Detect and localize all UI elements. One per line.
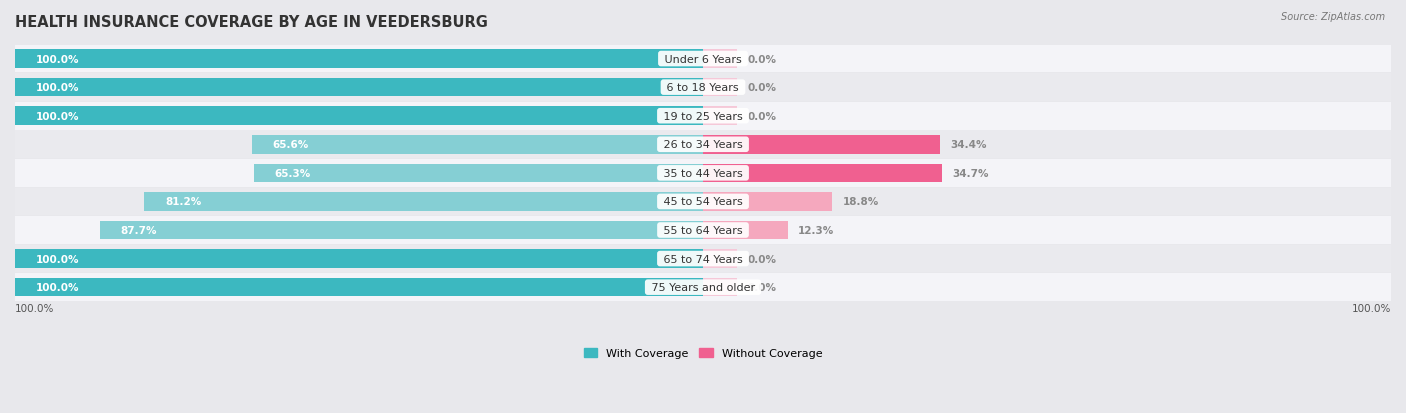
Text: 34.7%: 34.7% <box>952 169 988 178</box>
Text: 19 to 25 Years: 19 to 25 Years <box>659 112 747 121</box>
Text: 6 to 18 Years: 6 to 18 Years <box>664 83 742 93</box>
Text: 65 to 74 Years: 65 to 74 Years <box>659 254 747 264</box>
Text: 35 to 44 Years: 35 to 44 Years <box>659 169 747 178</box>
Text: 100.0%: 100.0% <box>35 55 79 64</box>
Text: Under 6 Years: Under 6 Years <box>661 55 745 64</box>
Bar <box>253 164 703 183</box>
Text: 100.0%: 100.0% <box>1351 303 1391 313</box>
Text: 34.4%: 34.4% <box>950 140 987 150</box>
Text: 0.0%: 0.0% <box>748 282 776 292</box>
Bar <box>703 221 787 240</box>
Bar <box>15 245 1391 273</box>
Text: 100.0%: 100.0% <box>15 303 55 313</box>
Text: 100.0%: 100.0% <box>35 112 79 121</box>
Text: 100.0%: 100.0% <box>35 254 79 264</box>
Bar <box>145 193 703 211</box>
Text: 0.0%: 0.0% <box>748 112 776 121</box>
Bar <box>15 74 1391 102</box>
Legend: With Coverage, Without Coverage: With Coverage, Without Coverage <box>579 344 827 363</box>
Bar <box>703 250 737 268</box>
Bar <box>703 50 737 69</box>
Bar <box>100 221 703 240</box>
Bar <box>703 278 737 297</box>
Text: 100.0%: 100.0% <box>35 83 79 93</box>
Text: 100.0%: 100.0% <box>35 282 79 292</box>
Text: 12.3%: 12.3% <box>799 225 834 235</box>
Text: Source: ZipAtlas.com: Source: ZipAtlas.com <box>1281 12 1385 22</box>
Bar <box>15 216 1391 244</box>
Text: HEALTH INSURANCE COVERAGE BY AGE IN VEEDERSBURG: HEALTH INSURANCE COVERAGE BY AGE IN VEED… <box>15 15 488 30</box>
Text: 55 to 64 Years: 55 to 64 Years <box>659 225 747 235</box>
Bar <box>15 107 703 126</box>
Bar <box>15 131 1391 159</box>
Bar <box>15 278 703 297</box>
Text: 87.7%: 87.7% <box>121 225 156 235</box>
Bar <box>15 102 1391 130</box>
Text: 26 to 34 Years: 26 to 34 Years <box>659 140 747 150</box>
Bar <box>15 78 703 97</box>
Text: 0.0%: 0.0% <box>748 254 776 264</box>
Text: 18.8%: 18.8% <box>842 197 879 207</box>
Text: 65.3%: 65.3% <box>274 169 311 178</box>
Text: 0.0%: 0.0% <box>748 55 776 64</box>
Bar <box>15 159 1391 187</box>
Text: 81.2%: 81.2% <box>165 197 201 207</box>
Text: 75 Years and older: 75 Years and older <box>648 282 758 292</box>
Bar <box>15 274 1391 301</box>
Bar <box>252 135 703 154</box>
Bar <box>703 193 832 211</box>
Text: 65.6%: 65.6% <box>273 140 308 150</box>
Bar <box>15 250 703 268</box>
Bar <box>15 45 1391 73</box>
Text: 45 to 54 Years: 45 to 54 Years <box>659 197 747 207</box>
Bar <box>703 164 942 183</box>
Bar <box>703 78 737 97</box>
Bar <box>703 135 939 154</box>
Bar <box>703 107 737 126</box>
Text: 0.0%: 0.0% <box>748 83 776 93</box>
Bar <box>15 188 1391 216</box>
Bar <box>15 50 703 69</box>
